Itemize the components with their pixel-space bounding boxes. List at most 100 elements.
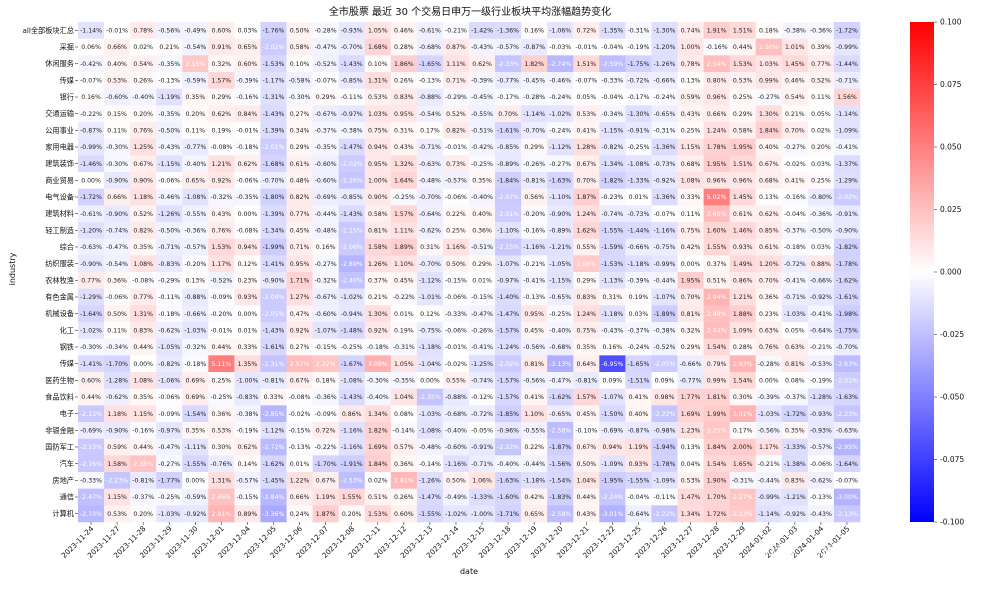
cell-label: 1.00%: [681, 44, 701, 51]
cell-label: -0.28%: [523, 94, 545, 101]
cell-label: 1.55%: [342, 494, 362, 501]
heatmap-cell: [312, 288, 339, 306]
heatmap-cell: [651, 355, 678, 373]
heatmap-cell: [130, 205, 157, 223]
heatmap-cell: [286, 438, 313, 456]
cell-label: -0.61%: [419, 28, 441, 35]
cell-label: 0.22%: [446, 211, 466, 218]
cell-label: 0.03%: [811, 161, 831, 168]
cell-label: 2.91%: [212, 511, 232, 518]
heatmap-cell: [260, 255, 287, 273]
heatmap-cell: [208, 222, 235, 239]
heatmap-cell: [495, 388, 522, 406]
cell-label: 1.00%: [368, 178, 388, 185]
cell-label: 0.81%: [681, 311, 701, 318]
cell-label: -2.31%: [263, 361, 285, 368]
heatmap-cell: [260, 272, 287, 289]
heatmap-cell: [677, 55, 704, 73]
cell-label: 0.26%: [133, 78, 153, 85]
cell-label: 1.15%: [133, 411, 153, 418]
heatmap-cell: [729, 88, 757, 106]
heatmap-cell: [104, 205, 131, 223]
cell-label: 0.62%: [238, 444, 258, 451]
cell-label: 0.32%: [681, 328, 701, 335]
row-label: 建筑装饰: [45, 159, 74, 168]
cell-label: -0.09%: [315, 411, 337, 418]
heatmap-cell: [833, 155, 861, 173]
heatmap-cell: [182, 172, 209, 189]
cell-label: 0.11%: [811, 94, 831, 101]
cell-label: -1.16%: [341, 444, 363, 451]
cell-label: 0.53%: [368, 94, 388, 101]
cell-label: -1.63%: [549, 178, 571, 185]
cell-label: 3.01%: [733, 411, 753, 418]
cell-label: -0.21%: [810, 344, 832, 351]
heatmap-cell: [364, 455, 392, 473]
cell-label: -0.37%: [132, 494, 154, 501]
cell-label: -1.33%: [627, 178, 649, 185]
cell-label: 0.66%: [290, 494, 310, 501]
heatmap-cell: [677, 72, 704, 89]
heatmap-cell: [703, 405, 730, 423]
cell-label: -0.97%: [158, 428, 180, 435]
cell-label: 1.22%: [290, 478, 310, 485]
cell-label: -0.88%: [419, 94, 441, 101]
heatmap-cell: [338, 38, 366, 56]
cell-label: -0.30%: [106, 144, 128, 151]
heatmap-cell: [390, 88, 418, 106]
heatmap-cell: [547, 38, 574, 56]
heatmap-cell: [703, 255, 730, 273]
heatmap-cell: [390, 388, 418, 406]
heatmap-cell: [260, 422, 287, 439]
cell-label: -1.26%: [158, 211, 180, 218]
cell-label: 0.53%: [212, 428, 232, 435]
cell-label: 0.65%: [238, 44, 258, 51]
heatmap-cell: [130, 272, 157, 289]
heatmap-cell: [521, 422, 548, 439]
heatmap-cell: [833, 455, 861, 473]
row-label: 计算机: [52, 509, 74, 518]
heatmap-cell: [833, 38, 861, 56]
cell-label: 0.19%: [629, 294, 649, 301]
cell-label: -2.22%: [654, 411, 676, 418]
cell-label: 0.10%: [290, 61, 310, 68]
heatmap-cell: [364, 88, 392, 106]
heatmap-cell: [651, 455, 678, 473]
heatmap-cell: [208, 372, 235, 389]
cell-label: -0.56%: [523, 344, 545, 351]
heatmap-cell: [833, 205, 861, 223]
cell-label: 1.24%: [707, 128, 727, 135]
heatmap-cell: [599, 122, 626, 139]
heatmap-cell: [234, 355, 261, 373]
cell-label: -0.94%: [341, 311, 363, 318]
cell-label: 0.23%: [759, 311, 779, 318]
heatmap-cell: [312, 88, 339, 106]
cell-label: -2.02%: [341, 161, 363, 168]
heatmap-cell: [156, 105, 183, 123]
cell-label: -1.12%: [419, 278, 441, 285]
heatmap-cell: [156, 422, 183, 439]
heatmap-cell: [703, 188, 730, 206]
heatmap-cell: [781, 438, 809, 456]
cell-label: -2.22%: [497, 444, 519, 451]
heatmap-cell: [130, 72, 157, 89]
heatmap-cell: [78, 138, 105, 156]
heatmap-cell: [104, 222, 131, 239]
cell-label: -3.00%: [836, 494, 858, 501]
heatmap-cell: [547, 238, 574, 256]
cell-label: -0.91%: [627, 128, 649, 135]
heatmap-cell: [729, 322, 757, 339]
heatmap-cell: [286, 188, 313, 206]
heatmap-cell: [625, 172, 652, 189]
cell-label: 0.43%: [576, 511, 596, 518]
heatmap-cell: [130, 105, 157, 123]
cell-label: 0.25%: [811, 178, 831, 185]
cell-label: -0.90%: [263, 278, 285, 285]
cell-label: -0.99%: [654, 261, 676, 268]
cell-label: 0.69%: [185, 378, 205, 385]
heatmap-cell: [78, 22, 105, 39]
heatmap-cell: [130, 155, 157, 173]
heatmap-cell: [547, 338, 574, 356]
heatmap-cell: [78, 438, 105, 456]
cell-label: 0.09%: [655, 378, 675, 385]
